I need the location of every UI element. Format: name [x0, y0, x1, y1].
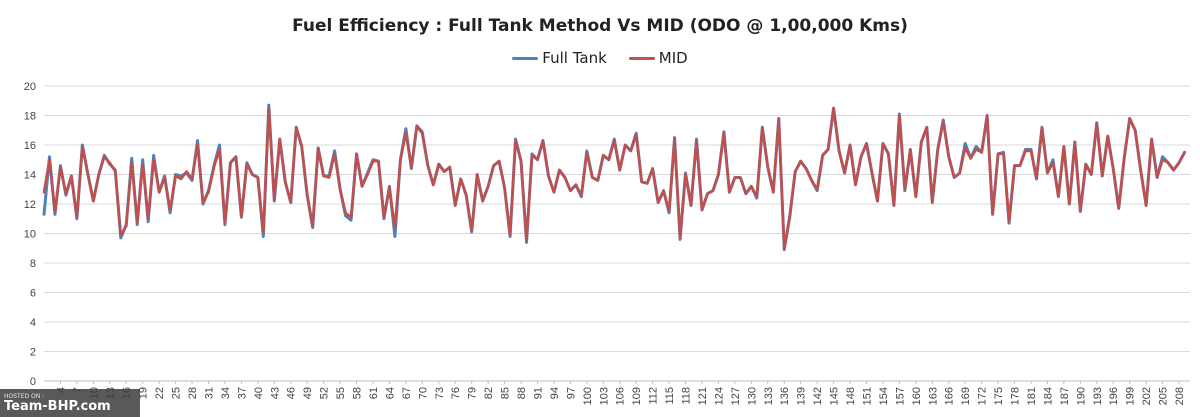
x-tick-label-43: 43: [269, 387, 281, 399]
x-tick-label-73: 73: [434, 387, 446, 399]
x-tick-label-142: 142: [812, 387, 824, 405]
legend-swatch-full-tank: [512, 56, 539, 60]
x-tick-label-190: 190: [1075, 387, 1087, 405]
x-tick-label-106: 106: [615, 387, 627, 405]
x-tick-label-130: 130: [746, 387, 758, 405]
x-tick-label-139: 139: [796, 387, 808, 405]
x-tick-label-121: 121: [697, 387, 709, 405]
x-tick-label-133: 133: [763, 387, 775, 405]
x-tick-label-148: 148: [845, 387, 857, 405]
x-tick-label-151: 151: [861, 387, 873, 405]
x-tick-label-163: 163: [927, 387, 939, 405]
x-tick-label-67: 67: [401, 387, 413, 399]
x-tick-label-178: 178: [1010, 387, 1022, 405]
x-tick-label-55: 55: [335, 387, 347, 399]
x-tick-label-64: 64: [384, 387, 396, 399]
x-tick-label-172: 172: [977, 387, 989, 405]
x-tick-label-28: 28: [187, 387, 199, 399]
watermark-brand-text: Team-BHP.com: [4, 398, 111, 414]
x-tick-label-169: 169: [960, 387, 972, 405]
x-tick-label-124: 124: [713, 387, 725, 405]
y-tick-label-10: 10: [24, 229, 36, 241]
y-tick-label-18: 18: [24, 111, 36, 123]
x-tick-label-154: 154: [878, 387, 890, 405]
x-tick-label-136: 136: [779, 387, 791, 405]
y-tick-label-0: 0: [30, 376, 36, 388]
x-tick-label-37: 37: [236, 387, 248, 399]
x-tick-label-115: 115: [664, 387, 676, 405]
watermark-logo: HOSTED ON : Team-BHP.com: [0, 389, 140, 417]
x-tick-label-22: 22: [154, 387, 166, 399]
y-tick-label-4: 4: [30, 317, 36, 329]
legend-label-full-tank: Full Tank: [542, 49, 607, 67]
x-tick-label-103: 103: [598, 387, 610, 405]
x-tick-label-58: 58: [352, 387, 364, 399]
x-tick-label-181: 181: [1026, 387, 1038, 405]
y-tick-label-6: 6: [30, 288, 36, 300]
legend-item-mid: MID: [628, 49, 688, 67]
y-tick-label-14: 14: [24, 170, 36, 182]
watermark-small-text: HOSTED ON :: [4, 392, 45, 400]
y-tick-label-20: 20: [24, 81, 36, 93]
x-tick-label-184: 184: [1042, 387, 1054, 405]
x-tick-label-109: 109: [631, 387, 643, 405]
x-tick-label-112: 112: [648, 387, 660, 405]
legend-label-mid: MID: [658, 49, 688, 67]
x-tick-label-31: 31: [203, 387, 215, 399]
x-tick-label-145: 145: [829, 387, 841, 405]
x-tick-label-70: 70: [417, 387, 429, 399]
x-tick-label-88: 88: [516, 387, 528, 399]
y-tick-label-2: 2: [30, 347, 36, 359]
x-tick-label-157: 157: [894, 387, 906, 405]
x-tick-label-202: 202: [1141, 387, 1153, 405]
series-line-mid: [42, 106, 1186, 250]
x-tick-label-118: 118: [681, 387, 693, 405]
x-tick-label-166: 166: [944, 387, 956, 405]
x-tick-label-127: 127: [730, 387, 742, 405]
x-tick-label-85: 85: [500, 387, 512, 399]
x-tick-label-40: 40: [253, 387, 265, 399]
x-tick-label-199: 199: [1125, 387, 1137, 405]
x-tick-label-46: 46: [286, 387, 298, 399]
legend-swatch-mid: [628, 56, 655, 60]
x-tick-label-91: 91: [532, 387, 544, 399]
legend-item-full-tank: Full Tank: [512, 49, 607, 67]
x-tick-label-94: 94: [549, 387, 561, 399]
x-tick-label-175: 175: [993, 387, 1005, 405]
chart-title: Fuel Efficiency : Full Tank Method Vs MI…: [292, 16, 908, 36]
y-tick-label-16: 16: [24, 140, 36, 152]
x-tick-label-193: 193: [1092, 387, 1104, 405]
x-tick-label-79: 79: [467, 387, 479, 399]
x-tick-label-100: 100: [582, 387, 594, 405]
x-tick-label-61: 61: [368, 387, 380, 399]
x-tick-label-82: 82: [483, 387, 495, 399]
x-tick-label-97: 97: [565, 387, 577, 399]
x-tick-label-52: 52: [319, 387, 331, 399]
chart-legend: Full Tank MID: [0, 49, 1200, 67]
y-tick-label-8: 8: [30, 258, 36, 270]
x-tick-label-19: 19: [138, 387, 150, 399]
x-tick-label-205: 205: [1158, 387, 1170, 405]
x-tick-label-196: 196: [1108, 387, 1120, 405]
x-tick-label-49: 49: [302, 387, 314, 399]
x-tick-label-76: 76: [450, 387, 462, 399]
x-tick-label-25: 25: [171, 387, 183, 399]
x-tick-label-160: 160: [911, 387, 923, 405]
x-tick-label-34: 34: [220, 387, 232, 399]
x-tick-label-187: 187: [1059, 387, 1071, 405]
y-tick-label-12: 12: [24, 199, 36, 211]
x-tick-label-208: 208: [1174, 387, 1186, 405]
